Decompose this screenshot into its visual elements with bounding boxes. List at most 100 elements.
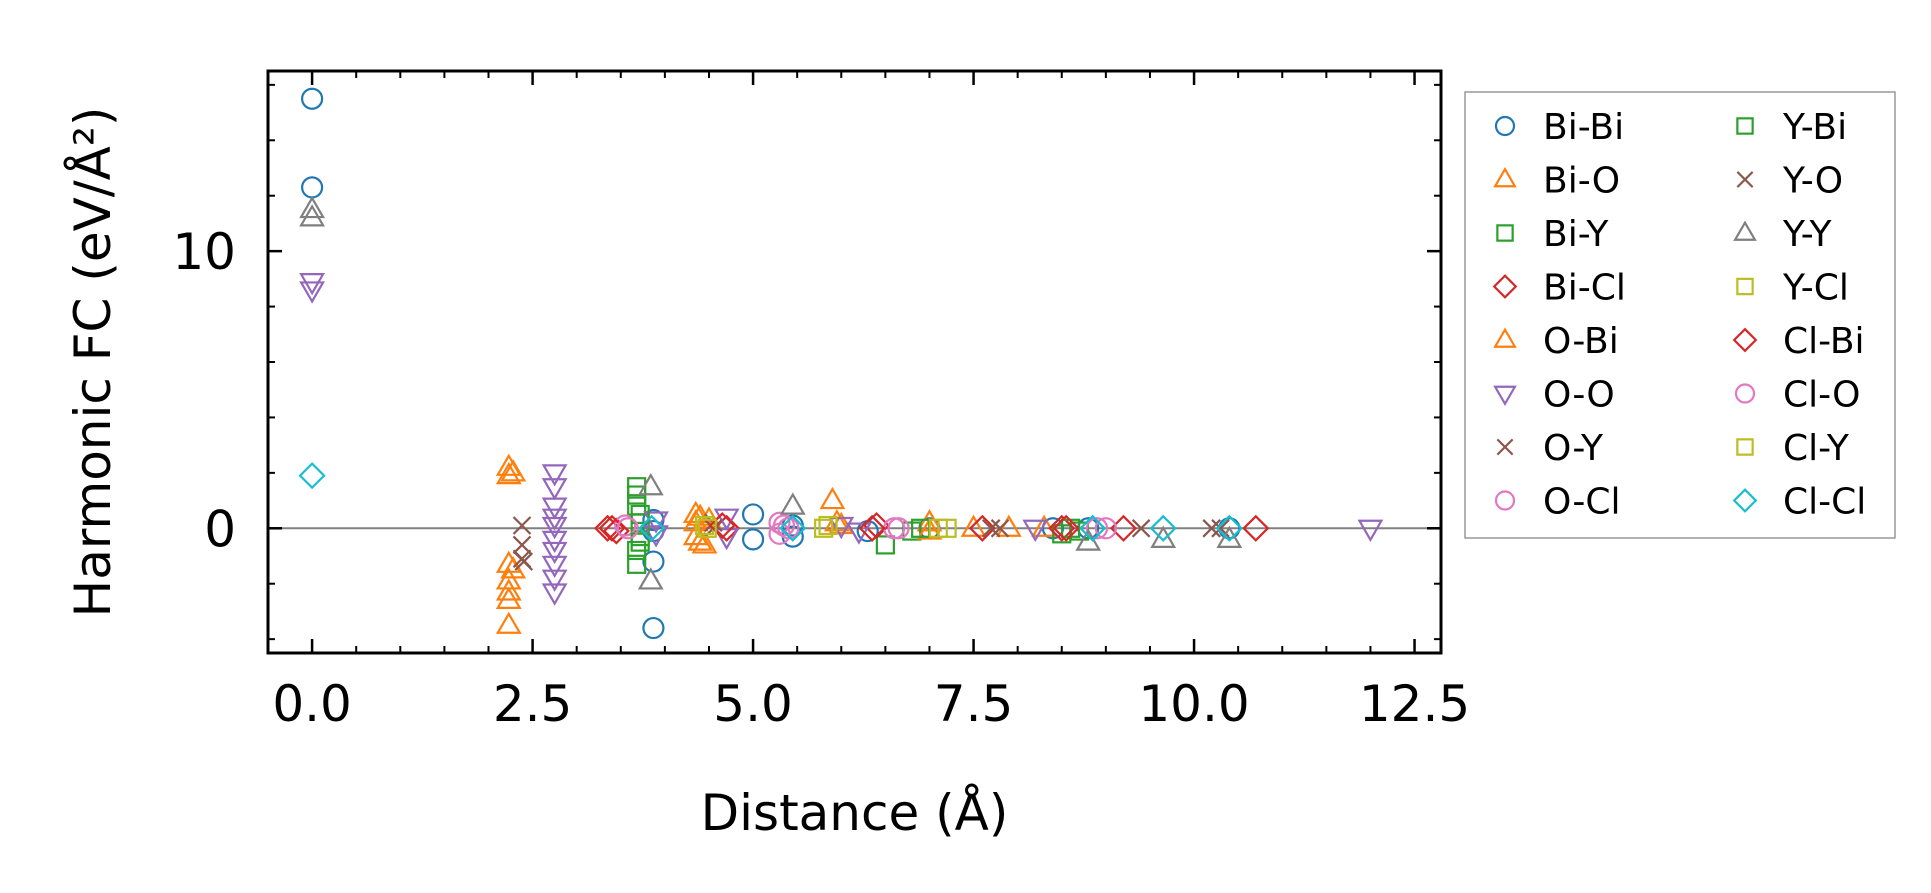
data-point (1022, 519, 1049, 542)
legend-entry: Cl-O (1734, 375, 1860, 416)
data-point (627, 554, 647, 574)
data-points-layer (268, 87, 1441, 640)
data-point (1094, 517, 1117, 540)
y-tick-label: 0 (204, 500, 236, 558)
legend-label: Y-O (1782, 161, 1843, 202)
x-tick-label: 5.0 (713, 675, 793, 733)
data-point (541, 583, 568, 606)
data-point (299, 273, 326, 296)
legend-entry: O-Cl (1494, 482, 1620, 523)
plot-frame (266, 69, 1443, 655)
data-point (298, 462, 326, 490)
data-point (916, 517, 943, 540)
data-point (512, 516, 532, 535)
data-point (495, 461, 522, 485)
data-point (818, 515, 838, 536)
data-point (642, 550, 665, 573)
data-point (630, 504, 650, 525)
data-point (858, 514, 886, 542)
y-tick-label: 10 (172, 223, 236, 281)
x-tick-label: 0.0 (272, 675, 352, 733)
data-point (741, 503, 765, 526)
data-point (541, 516, 568, 540)
x-tick-label: 12.5 (1359, 675, 1470, 733)
data-point (299, 195, 326, 219)
legend-label: Y-Y (1782, 214, 1832, 255)
legend-marker (1736, 277, 1754, 296)
data-point (1149, 514, 1177, 542)
data-point (299, 204, 326, 227)
data-point (602, 517, 630, 545)
data-point (1048, 514, 1076, 542)
data-point (1357, 519, 1384, 542)
legend-label: Y-Cl (1782, 268, 1849, 309)
data-point (741, 528, 765, 551)
data-point (937, 518, 957, 538)
series-Y-Y (299, 195, 1243, 590)
data-point (541, 530, 568, 554)
data-point (630, 532, 650, 552)
legend-label: O-O (1543, 375, 1615, 416)
x-tick-label: 7.5 (934, 675, 1014, 733)
data-point (862, 511, 891, 540)
data-point (1079, 514, 1107, 542)
legend-entry: Bi-Bi (1494, 107, 1624, 148)
data-point (495, 586, 522, 609)
data-point (299, 281, 326, 304)
data-point (541, 555, 568, 579)
legend-entry: Bi-Y (1496, 214, 1609, 255)
data-point (691, 531, 718, 554)
data-point (1202, 519, 1221, 538)
x-tick-label: 10.0 (1138, 675, 1249, 733)
x-tick-label: 2.5 (493, 675, 573, 733)
data-point (697, 518, 717, 538)
legend-entry: O-Y (1496, 428, 1604, 469)
data-point (713, 527, 740, 551)
legend-marker (1732, 327, 1758, 353)
data-point (1131, 519, 1151, 538)
data-point (960, 514, 987, 537)
data-point (1031, 514, 1058, 537)
legend-marker (1736, 171, 1754, 188)
data-point (687, 528, 714, 551)
data-point (643, 525, 669, 548)
legend-box (1464, 91, 1896, 539)
legend-marker (1494, 115, 1516, 137)
legend-label: O-Bi (1543, 321, 1619, 362)
data-point (643, 511, 669, 534)
data-point (814, 518, 834, 538)
data-point (981, 519, 1001, 538)
data-point (1052, 514, 1080, 542)
legend-label: Y-Bi (1782, 107, 1847, 148)
data-point (541, 464, 568, 487)
data-point (514, 552, 534, 571)
data-point (642, 616, 665, 640)
data-point (638, 514, 666, 542)
legend-label: Cl-Bi (1783, 321, 1865, 362)
legend-marker (1736, 438, 1754, 456)
legend-label: Bi-Y (1543, 214, 1609, 255)
data-point (708, 511, 736, 540)
series-Cl-Bi (598, 511, 1080, 542)
series-Cl-Cl (298, 462, 1243, 542)
legend-marker (1733, 220, 1757, 241)
data-point (541, 541, 568, 565)
data-point (541, 508, 568, 531)
legend-label: Cl-Cl (1783, 482, 1866, 523)
data-point (779, 492, 806, 515)
data-point (541, 569, 568, 592)
legend-entry: Y-Bi (1736, 107, 1847, 148)
data-point (694, 515, 715, 536)
data-point (495, 578, 522, 601)
series-Cl-Y (697, 515, 957, 538)
legend-entry: Bi-O (1493, 161, 1620, 202)
data-point (819, 486, 846, 510)
data-point (616, 517, 639, 540)
legend-marker (1494, 490, 1516, 511)
legend-label: O-Cl (1543, 482, 1620, 523)
legend-label: Bi-O (1543, 161, 1620, 202)
legend-entry: Cl-Bi (1732, 321, 1865, 362)
legend-entry: O-Bi (1493, 321, 1619, 362)
legend-marker (1734, 383, 1756, 404)
